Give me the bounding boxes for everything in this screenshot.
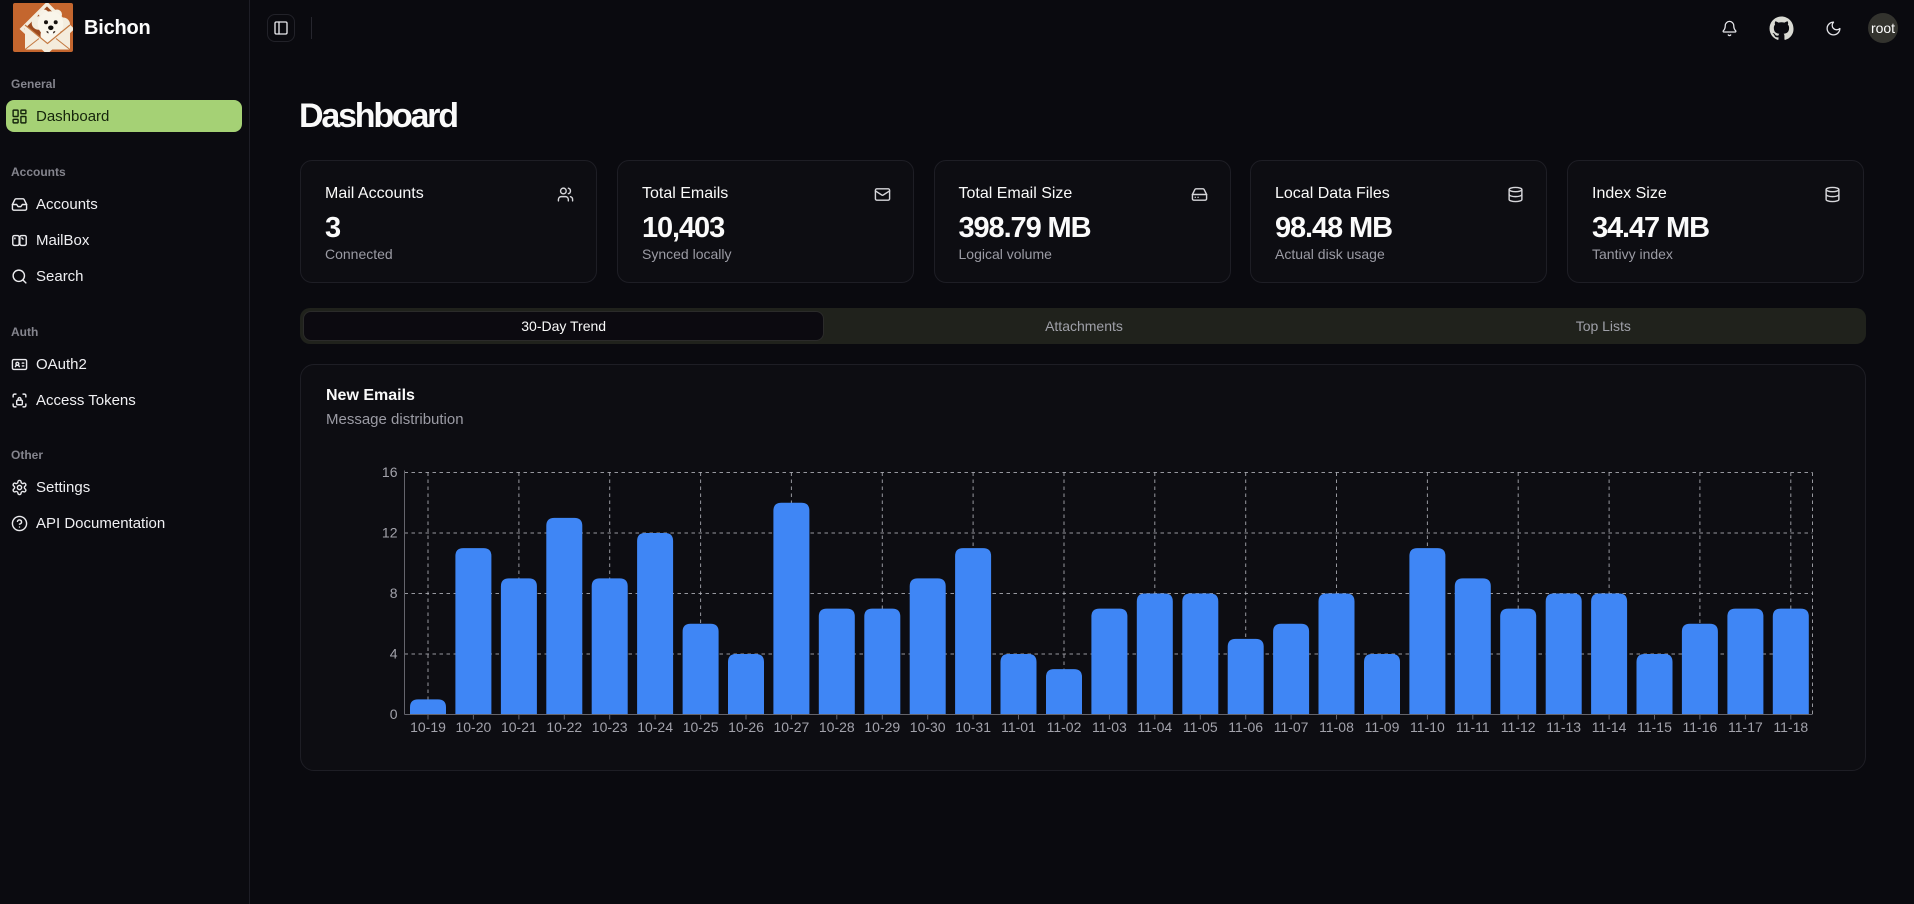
svg-text:11-12: 11-12 xyxy=(1501,719,1536,735)
svg-text:10-22: 10-22 xyxy=(546,719,582,735)
svg-text:10-21: 10-21 xyxy=(501,719,537,735)
svg-text:11-18: 11-18 xyxy=(1773,719,1808,735)
svg-text:10-19: 10-19 xyxy=(410,719,446,735)
svg-text:11-09: 11-09 xyxy=(1365,719,1400,735)
svg-text:4: 4 xyxy=(390,646,398,662)
svg-text:11-14: 11-14 xyxy=(1592,719,1627,735)
svg-text:11-02: 11-02 xyxy=(1047,719,1082,735)
svg-text:10-23: 10-23 xyxy=(592,719,628,735)
svg-text:11-04: 11-04 xyxy=(1137,719,1172,735)
svg-text:10-20: 10-20 xyxy=(455,719,491,735)
svg-text:10-28: 10-28 xyxy=(819,719,855,735)
svg-text:11-11: 11-11 xyxy=(1456,719,1490,735)
svg-text:11-17: 11-17 xyxy=(1728,719,1763,735)
svg-text:11-05: 11-05 xyxy=(1183,719,1218,735)
svg-text:16: 16 xyxy=(382,464,398,480)
svg-text:11-01: 11-01 xyxy=(1001,719,1036,735)
svg-text:8: 8 xyxy=(390,585,398,601)
svg-text:11-10: 11-10 xyxy=(1410,719,1445,735)
svg-text:10-25: 10-25 xyxy=(683,719,719,735)
svg-text:10-24: 10-24 xyxy=(637,719,673,735)
svg-text:11-06: 11-06 xyxy=(1228,719,1263,735)
svg-text:10-27: 10-27 xyxy=(773,719,809,735)
svg-text:10-26: 10-26 xyxy=(728,719,764,735)
svg-text:11-15: 11-15 xyxy=(1637,719,1672,735)
svg-text:0: 0 xyxy=(390,706,398,722)
svg-text:11-08: 11-08 xyxy=(1319,719,1354,735)
svg-text:11-03: 11-03 xyxy=(1092,719,1127,735)
svg-text:12: 12 xyxy=(382,525,398,541)
svg-text:10-29: 10-29 xyxy=(864,719,900,735)
svg-text:10-31: 10-31 xyxy=(955,719,991,735)
svg-text:11-16: 11-16 xyxy=(1683,719,1718,735)
svg-text:11-13: 11-13 xyxy=(1546,719,1581,735)
svg-text:11-07: 11-07 xyxy=(1274,719,1309,735)
svg-text:10-30: 10-30 xyxy=(910,719,946,735)
